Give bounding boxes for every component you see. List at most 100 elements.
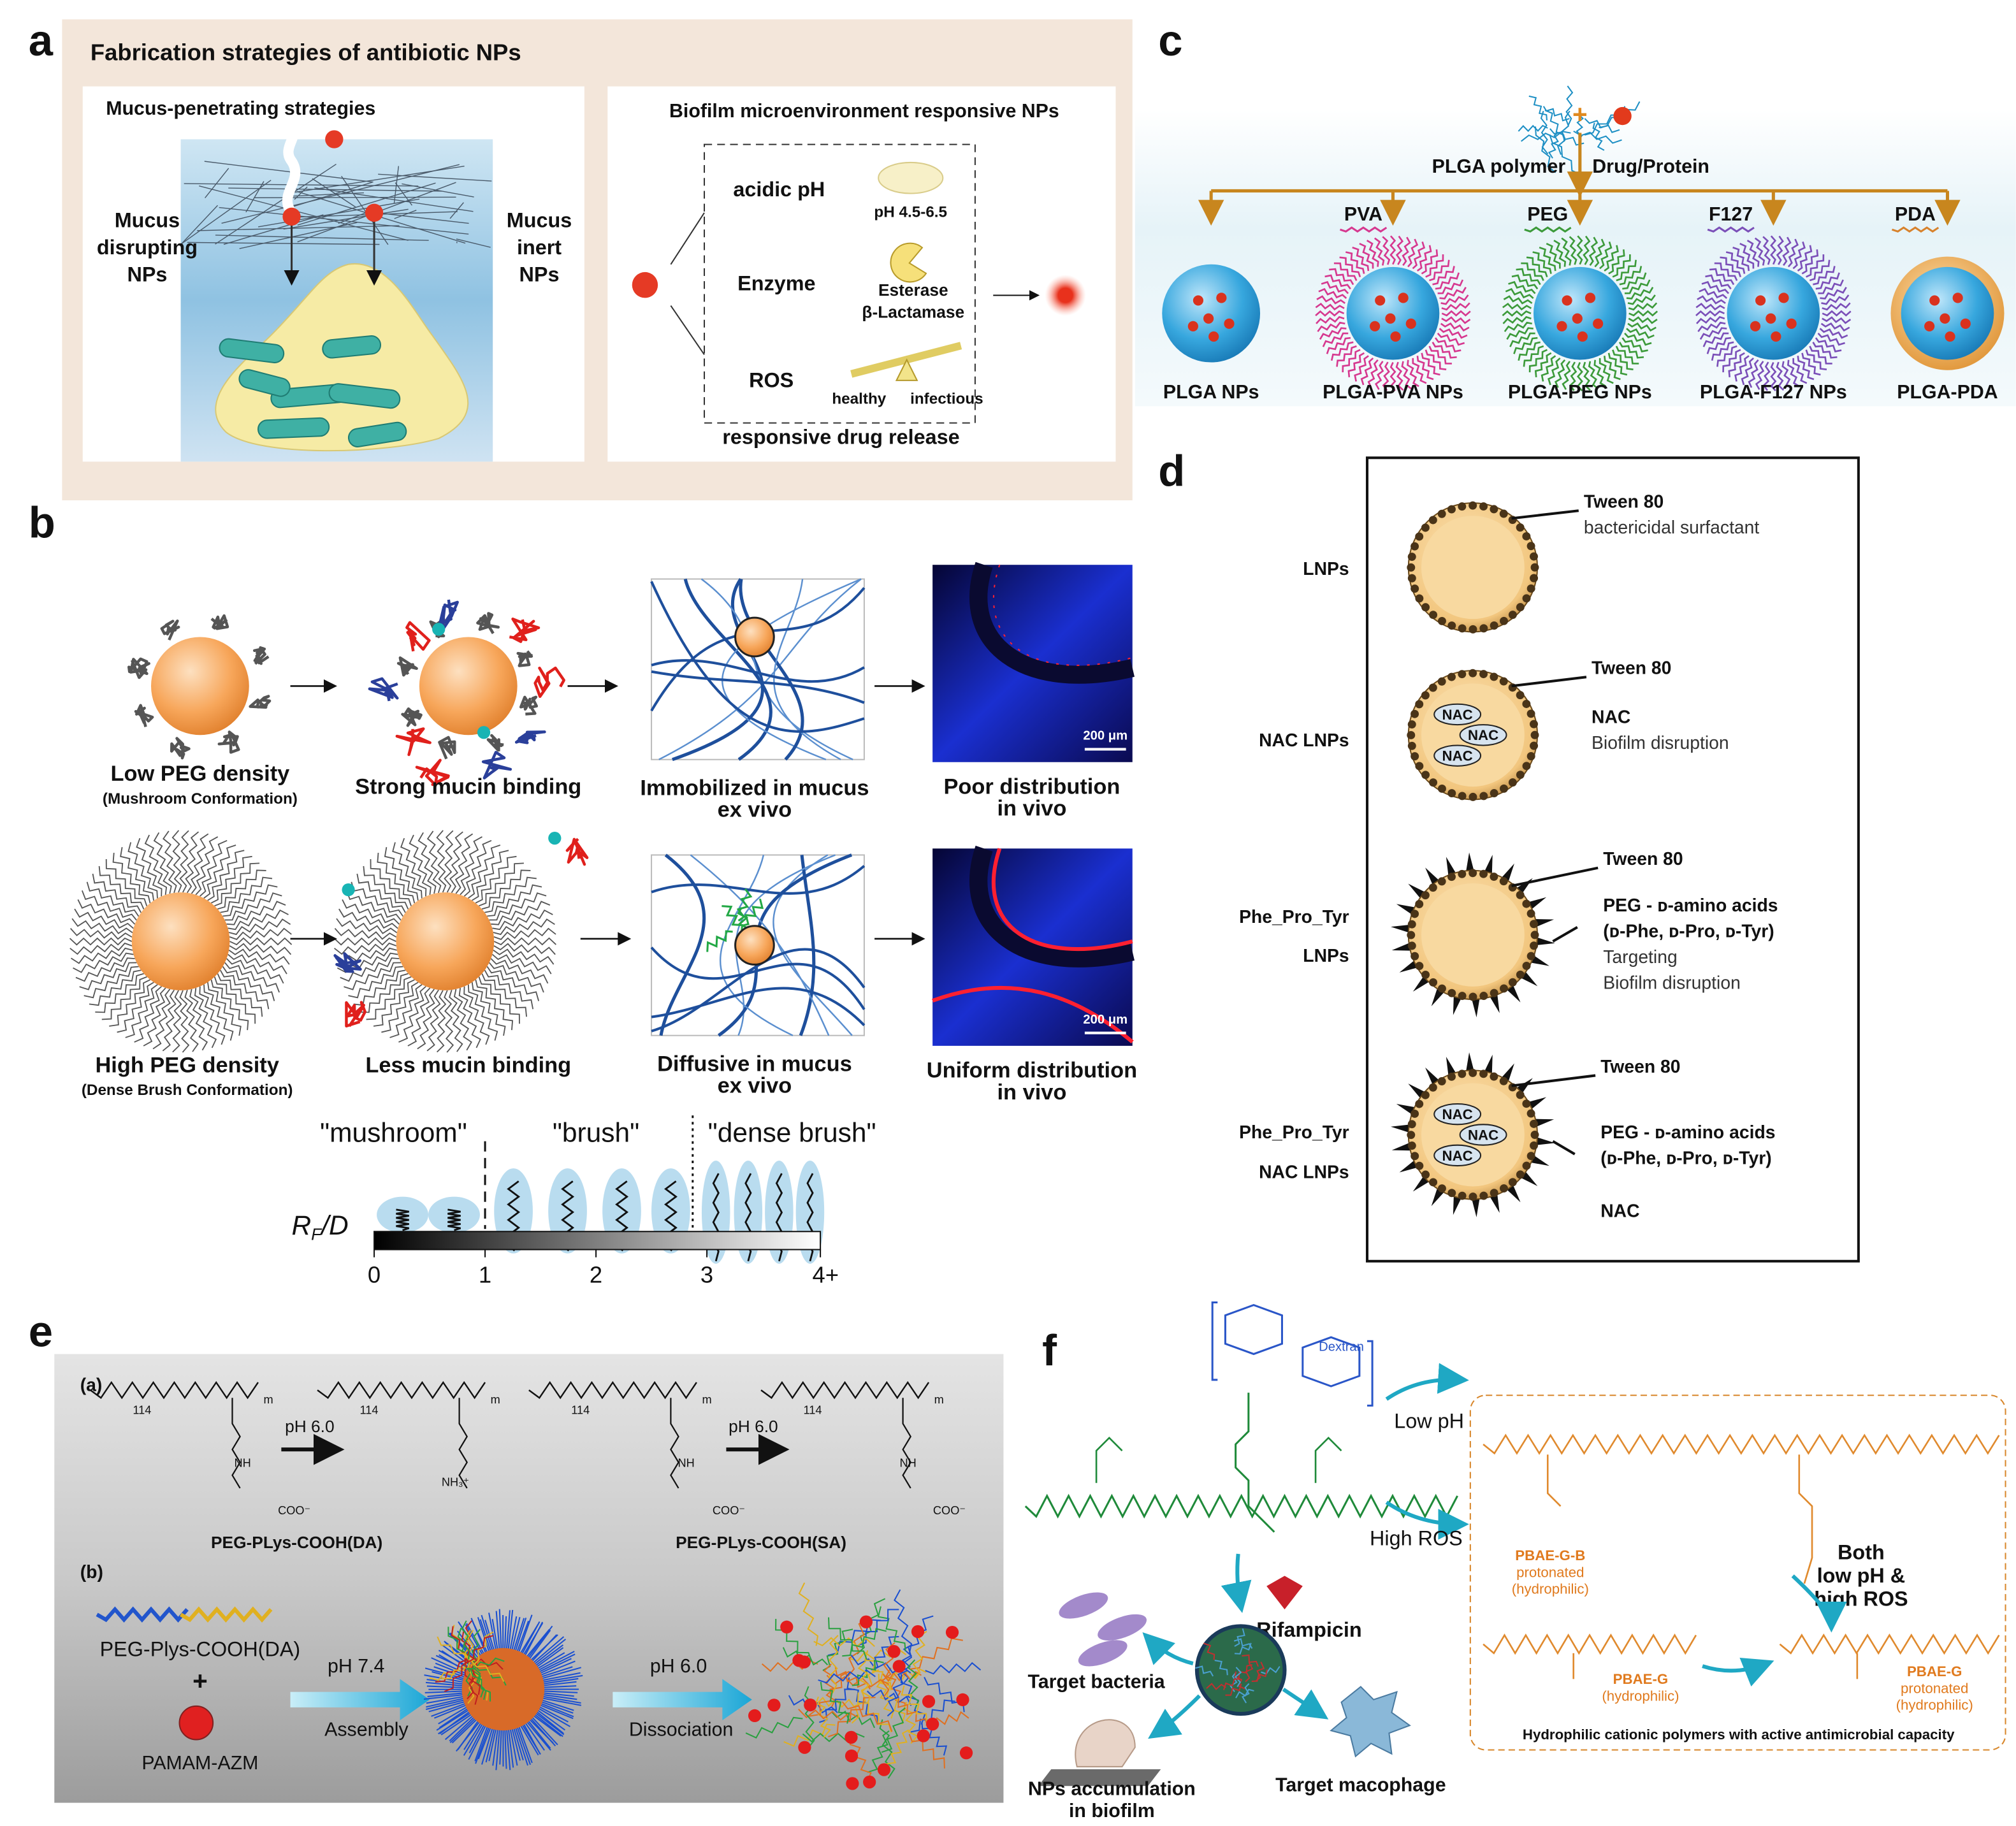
polymer-chain [1316, 315, 1345, 324]
polymer-chain [1734, 355, 1750, 382]
nanoparticle [734, 616, 775, 658]
mucin-coil [509, 617, 540, 643]
peg-spike [1535, 1119, 1555, 1127]
polymer-chain [179, 990, 190, 1053]
fluorescence [992, 564, 1133, 666]
nac-capsule [1459, 724, 1507, 746]
polymer-chain [1628, 310, 1658, 317]
polymer-chain [105, 859, 148, 906]
polymer-chain [1549, 134, 1582, 175]
lipid-head [1490, 1072, 1498, 1081]
micelle-corona [423, 1693, 465, 1700]
polymer-chain [1432, 266, 1455, 286]
process-arrow [613, 1679, 752, 1721]
polymer-chain [1504, 321, 1532, 333]
polymer-chain [1741, 357, 1755, 386]
lipid-head [1421, 691, 1430, 700]
peg-spike [1528, 1097, 1547, 1109]
label: m [702, 1393, 711, 1406]
lipid-head [1516, 1170, 1525, 1179]
polymer-chain [172, 990, 182, 1053]
polymer-chain [1801, 352, 1821, 376]
micelle-corona [436, 1708, 470, 1731]
flow-arrow [1791, 1574, 1847, 1633]
micelle-corona [540, 1672, 581, 1681]
polymer-chain [1569, 236, 1577, 265]
lipid-head [1458, 792, 1467, 801]
micelle-corona [507, 1609, 514, 1651]
lipid-head [1490, 1189, 1498, 1198]
mucin-fragment [477, 726, 491, 739]
polymer-chain [112, 852, 151, 904]
leader-line [1552, 926, 1578, 943]
polymer-chain [1511, 274, 1539, 290]
polymer-chain [86, 881, 140, 917]
lipid-head [1410, 709, 1419, 718]
label: pH 4.5-6.5 [874, 203, 947, 221]
polymer-chain [1336, 345, 1357, 367]
lipid-head [1415, 594, 1424, 603]
polymer-chain [436, 990, 447, 1053]
mucus-fiber [181, 205, 219, 244]
micelle-corona [539, 1660, 576, 1676]
label: NPs [127, 263, 167, 286]
polymer-chain [783, 1723, 836, 1747]
drug-dot [1193, 295, 1204, 306]
label: healthy [832, 391, 886, 408]
label: NH [235, 1456, 251, 1469]
lipid-head [1447, 989, 1456, 997]
bacterium [257, 417, 330, 439]
drug-dot [1203, 313, 1214, 324]
polymer-chain [1534, 126, 1556, 173]
polymer-chain [417, 832, 437, 894]
lipid-head [1407, 931, 1416, 939]
polymer-chain [1576, 235, 1583, 265]
micelle-corona [528, 1718, 554, 1744]
polymer-chain [478, 862, 524, 907]
label: COO⁻ [713, 1504, 745, 1517]
polymer-chain [1594, 238, 1606, 268]
lipid-head [1530, 931, 1539, 939]
polymer-chain [340, 957, 400, 982]
lipid-head [1458, 869, 1467, 878]
label: PAMAM-AZM [141, 1753, 258, 1774]
polymer-chain [153, 832, 172, 894]
polymer-chain [1701, 280, 1730, 294]
guanidine [1546, 1454, 1859, 1679]
polymer-chain [1792, 241, 1806, 270]
label: Low pH [1394, 1409, 1464, 1432]
polymer-chain [820, 1681, 850, 1724]
polymer-chain [878, 1674, 906, 1725]
polymer-chain [1203, 1642, 1215, 1660]
polymer-chain [96, 1606, 189, 1623]
lipid-head [1415, 532, 1424, 541]
polymer-chain [125, 984, 158, 1038]
polymer-chain [229, 927, 292, 940]
drug-dot [1771, 331, 1781, 342]
polymer-chain [117, 982, 154, 1033]
gradient-scale [373, 1231, 822, 1250]
polymer-chain [1223, 1678, 1240, 1690]
polymer-chain [1395, 361, 1404, 391]
mucin-coil [217, 730, 240, 754]
polymer-chain [348, 966, 403, 999]
label: PBAE-G [1613, 1671, 1669, 1687]
flow-arrow [1221, 1553, 1252, 1613]
polymer-chain [217, 869, 266, 910]
polymer-chain [846, 1677, 880, 1725]
micelle-corona [519, 1723, 539, 1756]
polymer-chain [1429, 259, 1450, 282]
polymer-chain [466, 1657, 505, 1670]
polymer-chain [1234, 1628, 1245, 1647]
lipid-head [1479, 869, 1488, 878]
polymer-chain [344, 962, 402, 990]
drug-dot [1577, 331, 1588, 342]
polymer-chain [1739, 242, 1755, 269]
label: NAC [1442, 748, 1473, 764]
branch [670, 212, 705, 265]
polymer-chain [1706, 337, 1731, 354]
polymer-chain [493, 918, 555, 936]
polymer-chain [904, 1615, 934, 1663]
polymer-chain [475, 979, 514, 1031]
polymer-chain [228, 953, 287, 975]
